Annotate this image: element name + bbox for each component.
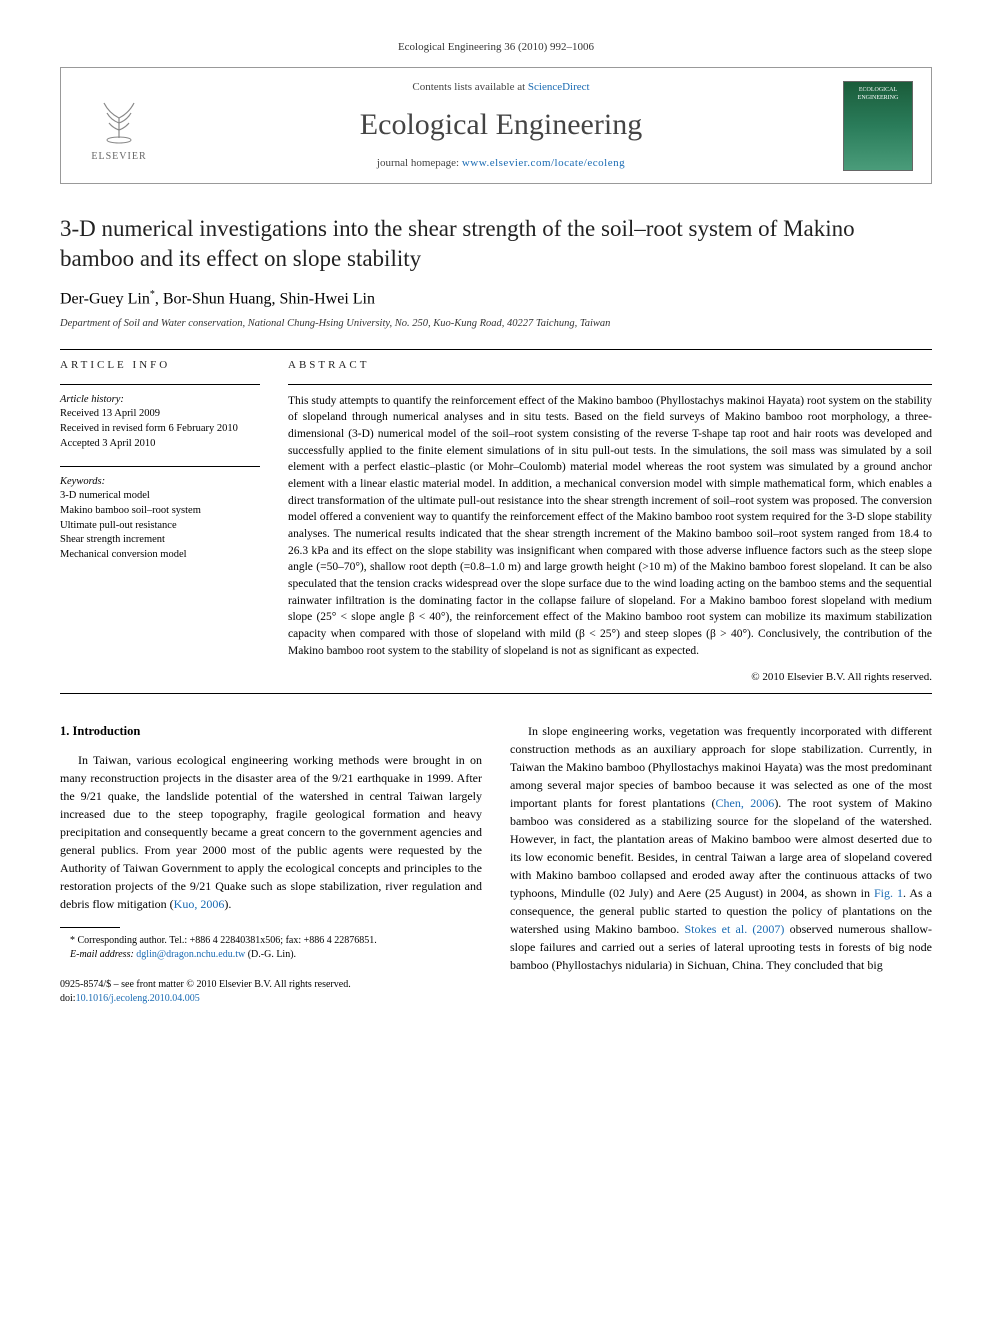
contents-available-line: Contents lists available at ScienceDirec… [159,80,843,95]
footnote-corr-text: Corresponding author. Tel.: +886 4 22840… [75,935,377,946]
email-link[interactable]: dglin@dragon.nchu.edu.tw [136,949,245,960]
body-column-left: 1. Introduction In Taiwan, various ecolo… [60,722,482,1006]
sciencedirect-link[interactable]: ScienceDirect [528,81,590,93]
abstract-rule [288,384,932,385]
info-abstract-row: ARTICLE INFO Article history: Received 1… [60,358,932,685]
article-history-block: Article history: Received 13 April 2009 … [60,393,260,452]
keywords-block: Keywords: 3-D numerical model Makino bam… [60,475,260,563]
author-1: Der-Guey Lin [60,290,150,307]
info-rule-1 [60,384,260,385]
abstract-heading: ABSTRACT [288,358,932,373]
body-column-right: In slope engineering works, vegetation w… [510,722,932,1006]
intro-paragraph-1: In Taiwan, various ecological engineerin… [60,751,482,913]
keyword-3: Ultimate pull-out resistance [60,519,260,534]
post-abstract-rule [60,693,932,694]
article-info-column: ARTICLE INFO Article history: Received 1… [60,358,260,685]
history-label: Article history: [60,393,260,408]
keyword-1: 3-D numerical model [60,489,260,504]
corresponding-author-footnote: * Corresponding author. Tel.: +886 4 228… [60,934,482,948]
abstract-column: ABSTRACT This study attempts to quantify… [288,358,932,685]
doi-prefix: doi: [60,993,76,1004]
p1-text-end: ). [224,897,231,911]
cover-label: ECOLOGICAL ENGINEERING [848,86,908,103]
contents-prefix: Contents lists available at [412,81,527,93]
issn-line: 0925-8574/$ – see front matter © 2010 El… [60,978,482,992]
email-footnote: E-mail address: dglin@dragon.nchu.edu.tw… [60,948,482,962]
doi-line: doi:10.1016/j.ecoleng.2010.04.005 [60,992,482,1006]
article-title: 3-D numerical investigations into the sh… [60,214,932,274]
p2-text-b: ). The root system of Makino bamboo was … [510,796,932,900]
email-suffix: (D.-G. Lin). [245,949,296,960]
p1-text-a: In Taiwan, various ecological engineerin… [60,753,482,911]
publisher-logo: ELSEVIER [79,86,159,166]
header-citation: Ecological Engineering 36 (2010) 992–100… [60,40,932,55]
footnote-rule [60,927,120,928]
journal-center-block: Contents lists available at ScienceDirec… [159,80,843,171]
ref-stokes-2007[interactable]: Stokes et al. (2007) [684,922,784,936]
email-label: E-mail address: [70,949,136,960]
keyword-2: Makino bamboo soil–root system [60,504,260,519]
revised-date: Received in revised form 6 February 2010 [60,422,260,437]
divider-rule [60,349,932,350]
keywords-label: Keywords: [60,475,260,490]
received-date: Received 13 April 2009 [60,407,260,422]
ref-fig-1[interactable]: Fig. 1 [874,886,903,900]
ref-kuo-2006[interactable]: Kuo, 2006 [174,897,225,911]
section-1-heading: 1. Introduction [60,722,482,741]
accepted-date: Accepted 3 April 2010 [60,437,260,452]
journal-cover-thumbnail: ECOLOGICAL ENGINEERING [843,81,913,171]
copyright-line: © 2010 Elsevier B.V. All rights reserved… [288,670,932,685]
authors-rest: , Bor-Shun Huang, Shin-Hwei Lin [155,290,375,307]
homepage-line: journal homepage: www.elsevier.com/locat… [159,156,843,171]
publisher-name: ELSEVIER [91,150,146,164]
author-list: Der-Guey Lin*, Bor-Shun Huang, Shin-Hwei… [60,288,932,311]
keyword-4: Shear strength increment [60,533,260,548]
ref-chen-2006[interactable]: Chen, 2006 [716,796,775,810]
abstract-body: This study attempts to quantify the rein… [288,393,932,660]
homepage-prefix: journal homepage: [377,157,462,169]
body-two-columns: 1. Introduction In Taiwan, various ecolo… [60,722,932,1006]
homepage-link[interactable]: www.elsevier.com/locate/ecoleng [462,157,625,169]
footer-block: 0925-8574/$ – see front matter © 2010 El… [60,978,482,1006]
intro-paragraph-2: In slope engineering works, vegetation w… [510,722,932,974]
journal-name: Ecological Engineering [159,104,843,146]
doi-link[interactable]: 10.1016/j.ecoleng.2010.04.005 [76,993,200,1004]
article-info-heading: ARTICLE INFO [60,358,260,373]
elsevier-tree-icon [89,88,149,148]
info-rule-2 [60,466,260,467]
journal-header-box: ELSEVIER Contents lists available at Sci… [60,67,932,184]
keyword-5: Mechanical conversion model [60,548,260,563]
affiliation: Department of Soil and Water conservatio… [60,317,932,332]
